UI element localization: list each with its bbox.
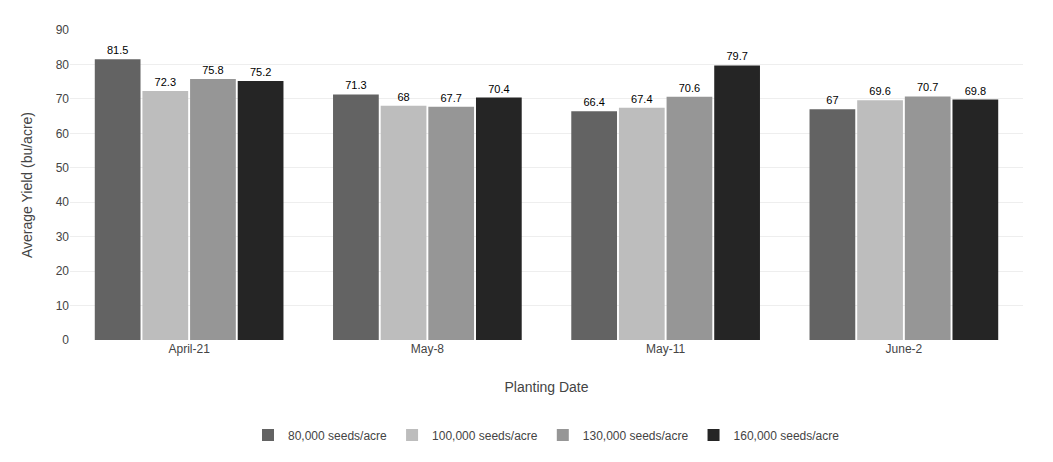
svg-text:90: 90 — [56, 23, 70, 37]
svg-text:70.6: 70.6 — [679, 82, 700, 94]
svg-text:April-21: April-21 — [168, 342, 210, 356]
svg-text:160,000 seeds/acre: 160,000 seeds/acre — [734, 429, 840, 443]
svg-text:79.7: 79.7 — [726, 50, 747, 62]
svg-text:80: 80 — [56, 58, 70, 72]
svg-text:40: 40 — [56, 195, 70, 209]
svg-text:67.7: 67.7 — [440, 92, 461, 104]
svg-text:0: 0 — [62, 333, 69, 347]
svg-text:10: 10 — [56, 299, 70, 313]
svg-text:May-8: May-8 — [411, 342, 445, 356]
svg-text:68: 68 — [397, 91, 409, 103]
svg-text:June-2: June-2 — [886, 342, 923, 356]
svg-text:20: 20 — [56, 264, 70, 278]
svg-text:70.4: 70.4 — [488, 83, 509, 95]
svg-text:Average Yield (bu/acre): Average Yield (bu/acre) — [19, 112, 35, 258]
svg-text:66.4: 66.4 — [583, 96, 604, 108]
svg-text:70: 70 — [56, 92, 70, 106]
svg-text:67: 67 — [826, 94, 838, 106]
svg-text:130,000 seeds/acre: 130,000 seeds/acre — [583, 429, 689, 443]
svg-text:69.8: 69.8 — [965, 85, 986, 97]
svg-text:69.6: 69.6 — [869, 85, 890, 97]
svg-text:Planting Date: Planting Date — [504, 379, 588, 395]
svg-text:50: 50 — [56, 161, 70, 175]
svg-text:75.8: 75.8 — [202, 64, 223, 76]
svg-text:80,000 seeds/acre: 80,000 seeds/acre — [288, 429, 387, 443]
svg-text:72.3: 72.3 — [155, 76, 176, 88]
svg-text:100,000 seeds/acre: 100,000 seeds/acre — [432, 429, 538, 443]
svg-text:75.2: 75.2 — [250, 66, 271, 78]
svg-text:30: 30 — [56, 230, 70, 244]
svg-text:81.5: 81.5 — [107, 44, 128, 56]
svg-text:May-11: May-11 — [646, 342, 685, 356]
svg-text:67.4: 67.4 — [631, 93, 652, 105]
svg-text:71.3: 71.3 — [345, 79, 366, 91]
svg-text:70.7: 70.7 — [917, 81, 938, 93]
svg-text:60: 60 — [56, 127, 70, 141]
